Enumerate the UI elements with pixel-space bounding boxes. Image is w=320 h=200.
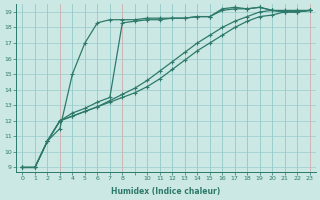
- X-axis label: Humidex (Indice chaleur): Humidex (Indice chaleur): [111, 187, 221, 196]
